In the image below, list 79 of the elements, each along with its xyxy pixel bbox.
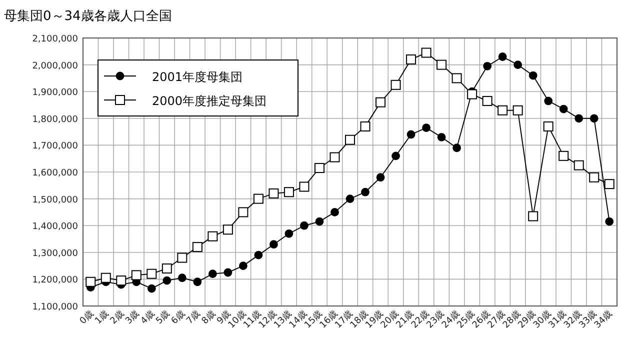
point [270, 240, 278, 249]
y-tick-label: 1,200,000 [32, 276, 78, 286]
point [178, 274, 186, 282]
point [482, 96, 492, 106]
point [100, 272, 111, 283]
point [253, 194, 264, 204]
point [238, 207, 248, 218]
point [559, 104, 568, 114]
y-tick-label: 1,400,000 [32, 222, 78, 232]
y-tick-label: 1,600,000 [32, 168, 78, 178]
point [86, 276, 96, 287]
chart-title: 母集団0～34歳各歳人口全国 [4, 9, 172, 24]
point [498, 52, 507, 61]
point [590, 114, 598, 123]
point [284, 229, 294, 238]
legend-label: 2001年度母集団 [152, 70, 243, 84]
point [483, 62, 492, 70]
point [512, 105, 523, 116]
point [467, 89, 478, 100]
y-tick-label: 1,100,000 [32, 302, 78, 312]
point [406, 54, 416, 64]
y-tick-label: 1,500,000 [32, 195, 78, 206]
point [222, 224, 233, 235]
point [390, 80, 401, 90]
y-tick-label: 1,900,000 [32, 88, 78, 98]
point [162, 263, 172, 274]
point [558, 150, 569, 161]
point [239, 262, 248, 270]
point [543, 121, 554, 132]
point [528, 211, 538, 222]
point [361, 188, 370, 196]
point [589, 172, 600, 182]
y-tick-label: 2,000,000 [32, 61, 78, 72]
point [330, 152, 340, 162]
y-tick-label: 1,300,000 [32, 248, 78, 259]
point [224, 268, 232, 277]
point [437, 132, 446, 142]
point [574, 114, 584, 123]
point [345, 134, 355, 145]
point [544, 96, 553, 106]
y-tick-label: 1,800,000 [32, 114, 78, 125]
point [268, 188, 279, 198]
point [604, 179, 614, 190]
point [208, 270, 217, 278]
point [360, 121, 370, 132]
point [177, 252, 188, 263]
y-tick-label: 2,100,000 [32, 34, 78, 44]
point [131, 270, 142, 280]
point [162, 276, 172, 285]
point [514, 60, 522, 69]
point [208, 231, 218, 242]
point [299, 182, 310, 192]
point [421, 48, 432, 58]
point [376, 97, 386, 108]
point [452, 144, 461, 152]
point [315, 217, 324, 226]
point [346, 194, 354, 203]
point [498, 105, 508, 116]
point [436, 60, 447, 70]
point [147, 284, 156, 293]
point [376, 173, 385, 182]
point [146, 268, 157, 279]
point [406, 130, 416, 139]
point [392, 152, 400, 160]
point [330, 208, 339, 216]
point [192, 242, 202, 252]
legend-label: 2000年度推定母集団 [152, 94, 267, 108]
point [314, 162, 324, 173]
point [574, 160, 584, 170]
point [254, 250, 263, 260]
point [528, 71, 538, 80]
point [300, 221, 308, 230]
point [452, 73, 462, 84]
point [116, 276, 126, 286]
point [422, 124, 430, 132]
point [605, 217, 614, 226]
point [193, 278, 202, 286]
point [284, 187, 294, 198]
y-tick-label: 1,700,000 [32, 142, 78, 152]
